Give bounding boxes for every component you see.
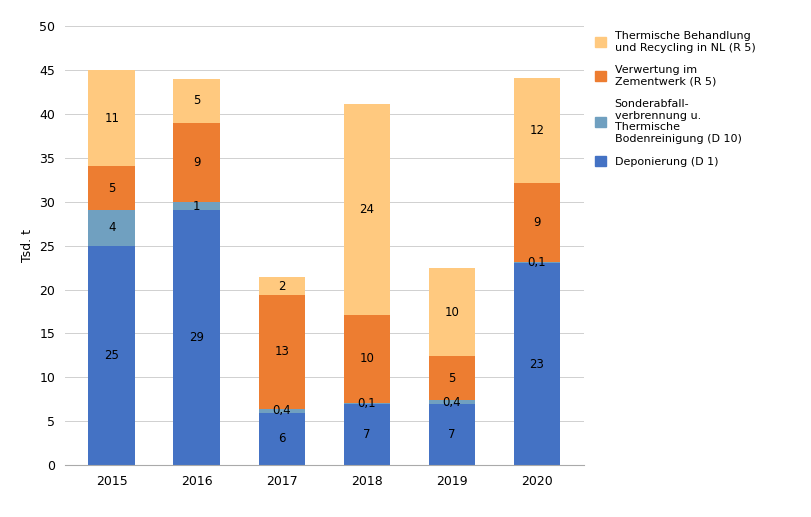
Bar — [344, 104, 390, 315]
Text: 5: 5 — [448, 372, 456, 385]
Text: 7: 7 — [363, 428, 371, 441]
Text: 9: 9 — [533, 216, 541, 229]
Text: 0,1: 0,1 — [528, 256, 547, 269]
Text: 5: 5 — [193, 94, 200, 107]
Bar — [513, 78, 560, 183]
Bar — [428, 404, 475, 465]
Bar — [428, 400, 475, 404]
Bar — [344, 403, 390, 404]
Bar — [513, 263, 560, 465]
Bar — [174, 202, 221, 210]
Bar — [259, 295, 305, 409]
Bar — [174, 210, 221, 465]
Text: 5: 5 — [108, 182, 115, 195]
Bar — [259, 277, 305, 295]
Text: 0,4: 0,4 — [443, 396, 461, 408]
Text: 25: 25 — [105, 349, 119, 362]
Text: 6: 6 — [278, 432, 285, 446]
Text: 2: 2 — [278, 280, 285, 293]
Bar — [88, 70, 135, 166]
Text: 11: 11 — [105, 112, 119, 125]
Y-axis label: Tsd. t: Tsd. t — [20, 229, 33, 262]
Text: 10: 10 — [444, 306, 459, 319]
Bar — [259, 409, 305, 413]
Bar — [513, 262, 560, 263]
Bar — [88, 246, 135, 465]
Text: 1: 1 — [193, 200, 200, 212]
Bar — [174, 79, 221, 123]
Text: 12: 12 — [530, 124, 544, 137]
Bar — [513, 183, 560, 262]
Bar — [88, 210, 135, 246]
Text: 24: 24 — [359, 203, 375, 216]
Bar — [344, 404, 390, 465]
Text: 9: 9 — [193, 156, 200, 169]
Text: 0,4: 0,4 — [272, 404, 291, 417]
Text: 10: 10 — [359, 353, 375, 366]
Bar — [428, 268, 475, 356]
Legend: Thermische Behandlung
und Recycling in NL (R 5), Verwertung im
Zementwerk (R 5),: Thermische Behandlung und Recycling in N… — [594, 32, 755, 167]
Bar — [344, 315, 390, 403]
Bar — [259, 413, 305, 465]
Text: 0,1: 0,1 — [358, 397, 376, 410]
Text: 23: 23 — [530, 358, 544, 371]
Text: 29: 29 — [190, 331, 204, 344]
Text: 4: 4 — [108, 221, 116, 235]
Bar — [428, 356, 475, 400]
Bar — [88, 166, 135, 210]
Bar — [174, 123, 221, 202]
Text: 7: 7 — [448, 428, 456, 441]
Text: 13: 13 — [274, 345, 290, 358]
